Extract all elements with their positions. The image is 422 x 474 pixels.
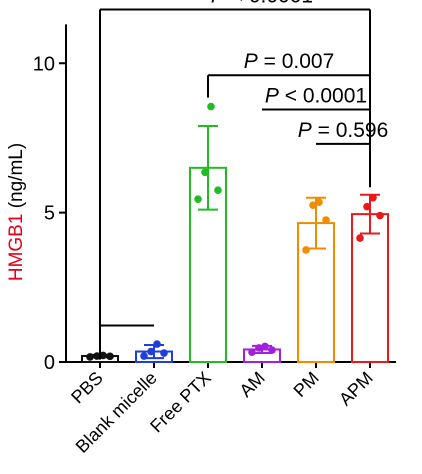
x-tick-label: AM — [236, 368, 269, 401]
data-point — [214, 186, 222, 195]
data-point — [93, 352, 101, 360]
x-tick-label: PBS — [67, 368, 107, 408]
data-point — [376, 211, 384, 220]
data-point — [248, 348, 256, 356]
data-point — [140, 352, 148, 360]
y-tick-label: 5 — [44, 203, 55, 225]
y-axis-label-units: (ng/mL) — [6, 143, 27, 214]
data-point — [363, 202, 371, 211]
y-tick-label: 10 — [33, 53, 55, 75]
y-axis-label-highlight: HMGB1 — [6, 214, 27, 282]
p-value-label: P = 0.007 — [244, 50, 335, 73]
data-point — [106, 352, 114, 361]
data-point — [255, 344, 263, 352]
data-point — [201, 168, 209, 177]
p-value-label: P < 0.0001 — [265, 85, 367, 108]
y-tick-label: 0 — [44, 352, 55, 374]
data-point — [268, 346, 276, 354]
x-tick-label: PM — [290, 368, 323, 401]
data-point — [194, 195, 202, 203]
data-point — [356, 234, 364, 242]
data-point — [99, 351, 107, 360]
data-point — [322, 216, 330, 224]
p-value-label: P = 0.596 — [298, 119, 389, 142]
data-point — [86, 353, 94, 361]
bars-group — [81, 102, 389, 364]
data-point — [302, 246, 310, 254]
y-axis-label: HMGB1 (ng/mL) — [6, 143, 27, 281]
data-point — [147, 347, 155, 356]
data-point — [315, 198, 323, 206]
data-point — [207, 102, 215, 111]
data-point — [153, 340, 161, 348]
p-value-label: P < 0.0001 — [211, 0, 313, 7]
data-point — [160, 349, 168, 357]
x-tick-label: APM — [335, 368, 377, 410]
data-point — [369, 193, 377, 202]
data-point — [261, 342, 269, 351]
comparisons-group: P < 0.0001 P = 0.007 P < 0.0001 P = 0.596 — [99, 0, 389, 360]
data-point — [309, 201, 317, 209]
